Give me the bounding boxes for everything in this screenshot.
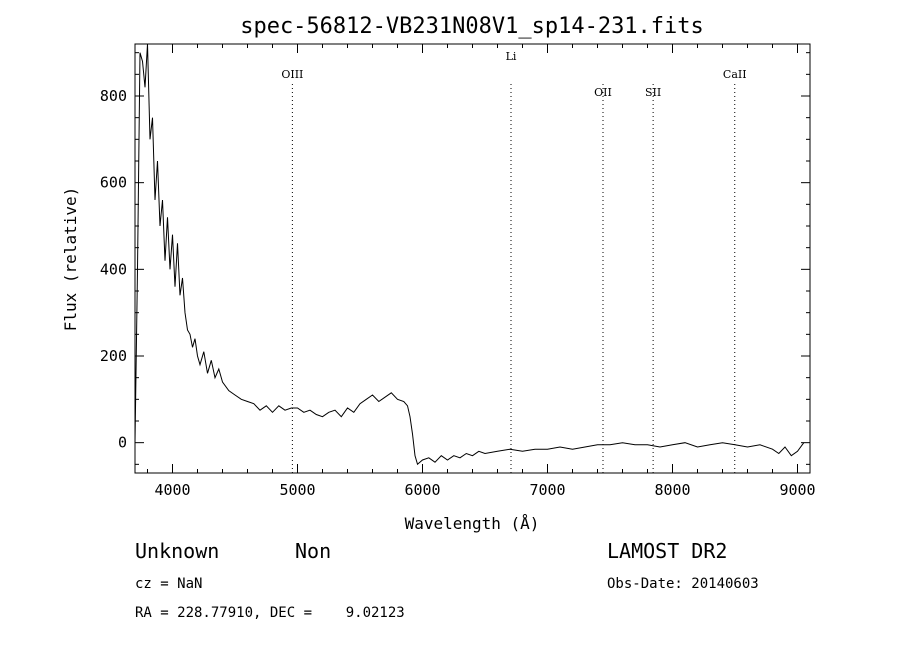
- x-tick-label: 9000: [779, 481, 815, 499]
- x-tick-label: 4000: [154, 481, 190, 499]
- y-tick-label: 400: [100, 260, 127, 278]
- x-tick-label: 6000: [404, 481, 440, 499]
- x-axis-label: Wavelength (Å): [405, 514, 540, 533]
- emission-line-label: SII: [645, 86, 661, 99]
- redshift-cz: cz = NaN: [135, 576, 203, 592]
- emission-line-label: OIII: [281, 68, 303, 81]
- x-tick-label: 7000: [529, 481, 565, 499]
- plot-frame: [134, 43, 811, 474]
- spectrum-line: [134, 43, 805, 466]
- ra-dec: RA = 228.77910, DEC = 9.02123: [135, 605, 405, 621]
- chart-title: spec-56812-VB231N08V1_sp14-231.fits: [240, 14, 704, 39]
- y-tick-label: 200: [100, 347, 127, 365]
- spectral-class: Unknown: [135, 539, 220, 563]
- x-tick-label: 8000: [654, 481, 690, 499]
- y-tick-label: 0: [118, 434, 127, 452]
- plot-area: 4000 5000 6000 7000 8000 9000 0 200 400 600 800 OII…: [100, 43, 816, 499]
- y-axis-label: Flux (relative): [61, 187, 80, 332]
- y-tick-label: 800: [100, 87, 127, 105]
- survey-name: LAMOST DR2: [607, 539, 728, 563]
- emission-line-label: OII: [594, 86, 612, 99]
- obs-date: Obs-Date: 20140603: [607, 576, 759, 592]
- emission-line-label: Li: [506, 50, 517, 63]
- emission-line-label: CaII: [723, 68, 747, 81]
- spectral-subclass: Non: [295, 539, 332, 563]
- y-tick-label: 600: [100, 174, 127, 192]
- x-tick-label: 5000: [279, 481, 315, 499]
